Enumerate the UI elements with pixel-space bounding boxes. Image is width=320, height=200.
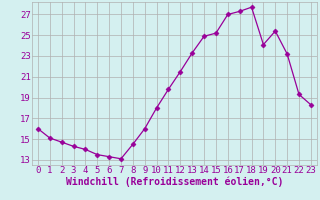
X-axis label: Windchill (Refroidissement éolien,°C): Windchill (Refroidissement éolien,°C) [66, 177, 283, 187]
